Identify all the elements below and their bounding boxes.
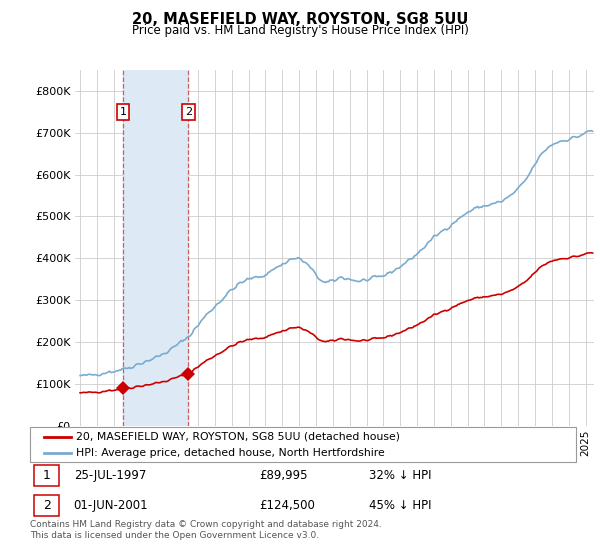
Text: 20, MASEFIELD WAY, ROYSTON, SG8 5UU: 20, MASEFIELD WAY, ROYSTON, SG8 5UU (132, 12, 468, 27)
Text: 1: 1 (119, 107, 127, 117)
Text: 32% ↓ HPI: 32% ↓ HPI (368, 469, 431, 482)
Text: 1: 1 (43, 469, 50, 482)
Text: 20, MASEFIELD WAY, ROYSTON, SG8 5UU (detached house): 20, MASEFIELD WAY, ROYSTON, SG8 5UU (det… (76, 432, 400, 442)
Text: 2: 2 (43, 500, 50, 512)
Text: Price paid vs. HM Land Registry's House Price Index (HPI): Price paid vs. HM Land Registry's House … (131, 24, 469, 37)
Text: £124,500: £124,500 (259, 500, 315, 512)
Text: 25-JUL-1997: 25-JUL-1997 (74, 469, 146, 482)
Text: £89,995: £89,995 (259, 469, 308, 482)
FancyBboxPatch shape (30, 427, 576, 462)
FancyBboxPatch shape (34, 496, 59, 516)
Text: 2: 2 (185, 107, 192, 117)
Text: 45% ↓ HPI: 45% ↓ HPI (368, 500, 431, 512)
Bar (123, 70, 188, 426)
FancyBboxPatch shape (34, 465, 59, 486)
Text: 01-JUN-2001: 01-JUN-2001 (74, 500, 148, 512)
Text: HPI: Average price, detached house, North Hertfordshire: HPI: Average price, detached house, Nort… (76, 449, 385, 458)
Text: Contains HM Land Registry data © Crown copyright and database right 2024.
This d: Contains HM Land Registry data © Crown c… (30, 520, 382, 540)
